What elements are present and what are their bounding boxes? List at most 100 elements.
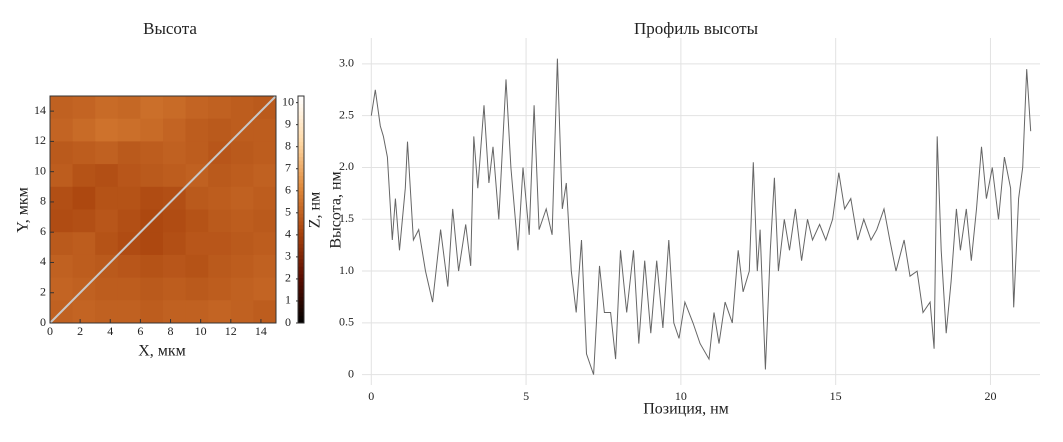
colorbar-segment xyxy=(298,277,304,282)
heatmap-cell xyxy=(117,164,141,188)
heatmap-cell xyxy=(140,96,164,120)
heatmap-cell xyxy=(185,300,209,324)
heatmap-cell xyxy=(117,254,141,279)
x-tick-label: 0 xyxy=(47,324,53,338)
heatmap-cell xyxy=(253,254,277,279)
heatmap-cell xyxy=(50,141,74,165)
heatmap-cell xyxy=(163,277,187,301)
y-axis-label: Высота, нм xyxy=(328,171,345,248)
heatmap-cell xyxy=(95,118,119,142)
heatmap-cell xyxy=(50,209,74,233)
colorbar-segment xyxy=(298,96,304,101)
y-tick-label: 8 xyxy=(40,194,46,208)
colorbar-tick-label: 7 xyxy=(285,160,291,174)
heatmap-cell xyxy=(208,254,232,279)
colorbar-segment xyxy=(298,266,304,271)
colorbar-segment xyxy=(298,217,304,222)
colorbar-frame xyxy=(297,95,305,324)
colorbar-segment xyxy=(298,319,304,324)
heatmap-cell xyxy=(163,118,187,142)
heatmap-cell xyxy=(117,300,141,324)
colorbar-tick-label: 5 xyxy=(285,205,291,219)
heatmap-cell xyxy=(208,300,232,324)
colorbar-segment xyxy=(298,186,304,192)
heatmap-cell xyxy=(117,141,141,165)
colorbar-tick-label: 9 xyxy=(285,116,291,130)
heatmap-cell xyxy=(230,254,254,279)
colorbar-segment xyxy=(298,243,304,248)
heatmap-cell xyxy=(140,186,164,210)
line-title: Профиль высоты xyxy=(634,19,759,38)
heatmap-cell xyxy=(208,164,232,188)
heatmap-cell xyxy=(72,164,96,188)
heatmap-cell xyxy=(72,300,96,324)
heatmap-cell xyxy=(117,186,141,210)
heatmap-cell xyxy=(208,118,232,142)
heatmap-title: Высота xyxy=(143,19,197,38)
colorbar-segment xyxy=(298,273,304,279)
heatmap-cell xyxy=(50,118,74,142)
colorbar-segment xyxy=(298,311,304,316)
heatmap-cell xyxy=(140,277,164,301)
x-tick-label: 5 xyxy=(523,389,529,403)
colorbar-segment xyxy=(298,239,304,245)
heatmap-cell xyxy=(140,141,164,165)
heatmap-cell xyxy=(95,209,119,233)
colorbar-segment xyxy=(298,141,304,146)
heatmap-cell xyxy=(50,254,74,279)
colorbar-segment xyxy=(298,292,304,298)
profile-line xyxy=(370,58,1032,375)
y-tick-label: 2.5 xyxy=(339,107,354,121)
heatmap-cell xyxy=(230,300,254,324)
profile-line xyxy=(49,95,277,324)
x-tick-label: 2 xyxy=(77,324,83,338)
y-axis-label: Y, мкм xyxy=(15,187,32,233)
y-tick-label: 2.0 xyxy=(339,159,354,173)
colorbar-segment xyxy=(298,258,304,263)
colorbar-segment xyxy=(298,190,304,195)
heatmap-cell xyxy=(72,96,96,120)
x-tick-label: 10 xyxy=(675,389,687,403)
colorbar-segment xyxy=(298,304,304,309)
colorbar-label: Z, нм xyxy=(307,192,324,228)
heatmap-cell xyxy=(72,254,96,279)
heatmap-cell xyxy=(72,118,96,142)
colorbar-tick-label: 2 xyxy=(285,271,291,285)
heatmap-cell xyxy=(253,300,277,324)
heatmap-cell xyxy=(230,164,254,188)
colorbar-segment xyxy=(298,232,304,237)
colorbar-segment xyxy=(298,107,304,112)
colorbar-segment xyxy=(298,133,304,139)
heatmap-cell xyxy=(253,164,277,188)
colorbar-segment xyxy=(298,205,304,210)
colorbar-segment xyxy=(298,235,304,241)
y-tick-label: 0 xyxy=(40,315,46,329)
heatmap-cell xyxy=(140,300,164,324)
heatmap-cell xyxy=(185,232,209,256)
colorbar-segment xyxy=(298,209,304,214)
heatmap-cell xyxy=(95,300,119,324)
heatmap-cell xyxy=(185,118,209,142)
heatmap-cell xyxy=(117,96,141,120)
heatmap-cell xyxy=(163,300,187,324)
y-tick-label: 0.5 xyxy=(339,315,354,329)
x-tick-label: 20 xyxy=(984,389,996,403)
colorbar-segment xyxy=(298,247,304,252)
heatmap-cell xyxy=(208,96,232,120)
heatmap-cell xyxy=(117,118,141,142)
colorbar-segment xyxy=(298,126,304,131)
colorbar-segment xyxy=(298,152,304,158)
x-tick-label: 0 xyxy=(368,389,374,403)
y-tick-label: 14 xyxy=(34,103,46,117)
colorbar-segment xyxy=(298,300,304,305)
heatmap-cell xyxy=(95,141,119,165)
colorbar-segment xyxy=(298,285,304,290)
colorbar-segment xyxy=(298,213,304,218)
colorbar-segment xyxy=(298,122,304,127)
heatmap-cell xyxy=(72,232,96,256)
y-tick-label: 2 xyxy=(40,284,46,298)
heatmap-cell xyxy=(230,96,254,120)
heatmap-cell xyxy=(230,186,254,210)
colorbar-segment xyxy=(298,270,304,275)
